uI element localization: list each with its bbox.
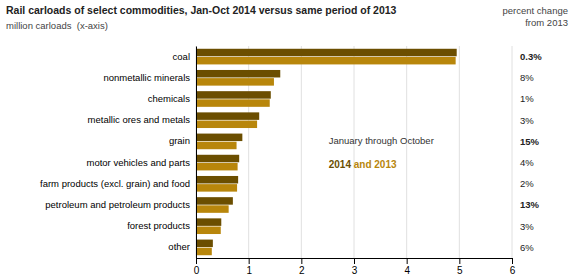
category-label: chemicals bbox=[148, 93, 190, 104]
bar bbox=[196, 155, 239, 163]
percent-change-label: 6% bbox=[520, 242, 534, 253]
category-label: nonmetallic minerals bbox=[103, 72, 190, 83]
y-tick: farm products (excl. grain) and food bbox=[40, 178, 196, 189]
x-tick-label: 2 bbox=[299, 265, 305, 276]
bar bbox=[196, 248, 212, 256]
percent-change-label: 2% bbox=[520, 178, 534, 189]
percent-change-label: 1% bbox=[520, 93, 534, 104]
legend-entry: 2014 bbox=[329, 159, 352, 170]
x-tick: 4 bbox=[404, 258, 410, 276]
category-label: forest products bbox=[127, 220, 190, 231]
y-axis-line bbox=[196, 47, 197, 259]
x-axis: 0 1 2 3 4 5 6 bbox=[194, 258, 516, 276]
grid-line bbox=[301, 46, 302, 258]
x-tick-mark bbox=[354, 258, 355, 264]
bar bbox=[196, 227, 221, 235]
category-label: motor vehicles and parts bbox=[87, 157, 191, 168]
x-tick-mark bbox=[301, 258, 302, 264]
x-tick-mark bbox=[512, 258, 513, 264]
chart: Rail carloads of select commodities, Jan… bbox=[0, 0, 574, 280]
grid-line bbox=[354, 46, 355, 258]
bar bbox=[196, 176, 238, 184]
percent-change-labels: 0.3% 8% 1% 3% 15% 4% 2% 13% 3% 6% bbox=[520, 51, 542, 253]
bar bbox=[196, 218, 221, 226]
percent-change-label: 3% bbox=[520, 221, 534, 232]
x-tick-label: 4 bbox=[404, 265, 410, 276]
bar bbox=[196, 49, 457, 57]
percent-change-header: percent change bbox=[503, 5, 569, 16]
title: Rail carloads of select commodities, Jan… bbox=[6, 4, 397, 16]
percent-change-label: 3% bbox=[520, 115, 534, 126]
bar bbox=[196, 57, 456, 65]
percent-change-label: 15% bbox=[520, 136, 540, 147]
percent-change-label: 4% bbox=[520, 157, 534, 168]
bar bbox=[196, 184, 237, 192]
category-label: petroleum and petroleum products bbox=[45, 199, 190, 210]
y-tick: nonmetallic minerals bbox=[103, 72, 196, 83]
annotation-legend: 2014 and 2013 bbox=[329, 159, 397, 170]
x-tick-mark bbox=[196, 258, 197, 264]
grid-line bbox=[406, 46, 407, 258]
bar bbox=[196, 121, 257, 129]
percent-change-label: 8% bbox=[520, 72, 534, 83]
bar bbox=[196, 142, 237, 150]
percent-change-label: 0.3% bbox=[520, 51, 542, 62]
category-label: grain bbox=[169, 135, 190, 146]
x-tick-mark bbox=[249, 258, 250, 264]
bar bbox=[196, 70, 280, 78]
x-tick: 3 bbox=[352, 258, 358, 276]
bar bbox=[196, 112, 259, 120]
x-tick: 0 bbox=[194, 258, 200, 276]
bar bbox=[196, 91, 271, 99]
category-label: farm products (excl. grain) and food bbox=[40, 178, 190, 189]
grid-line bbox=[196, 46, 197, 258]
x-tick-label: 1 bbox=[246, 265, 252, 276]
bar bbox=[196, 197, 233, 205]
x-tick: 6 bbox=[510, 258, 516, 276]
subtitle: million carloads (x-axis) bbox=[6, 20, 108, 31]
y-tick: coal bbox=[173, 51, 196, 62]
x-tick-label: 5 bbox=[457, 265, 463, 276]
x-tick: 2 bbox=[299, 258, 305, 276]
x-tick: 5 bbox=[457, 258, 463, 276]
y-tick: other bbox=[168, 241, 196, 252]
bar bbox=[196, 99, 270, 107]
percent-change-label: 13% bbox=[520, 199, 540, 210]
bar bbox=[196, 240, 213, 248]
grid-line bbox=[512, 46, 513, 258]
y-tick: chemicals bbox=[148, 93, 196, 104]
annotation: January through October bbox=[329, 135, 434, 146]
x-tick-mark bbox=[407, 258, 408, 264]
y-tick: petroleum and petroleum products bbox=[45, 199, 196, 210]
y-axis: coal nonmetallic minerals chemicals metalli… bbox=[40, 47, 196, 259]
bars bbox=[196, 49, 457, 255]
x-tick-label: 3 bbox=[352, 265, 358, 276]
x-axis-line bbox=[197, 259, 513, 265]
percent-change-header: from 2013 bbox=[525, 17, 568, 28]
category-label: metallic ores and metals bbox=[88, 114, 191, 125]
bar bbox=[196, 134, 242, 142]
y-tick: grain bbox=[169, 135, 196, 146]
grid-line bbox=[248, 46, 249, 258]
y-tick: motor vehicles and parts bbox=[87, 157, 197, 168]
grid bbox=[196, 46, 512, 258]
grid-line bbox=[459, 46, 460, 258]
bar bbox=[196, 78, 274, 86]
x-tick-label: 6 bbox=[510, 265, 516, 276]
bar bbox=[196, 163, 238, 171]
annotation-joiner: and bbox=[351, 159, 374, 170]
x-tick-label: 0 bbox=[194, 265, 200, 276]
legend-entry: 2013 bbox=[374, 159, 397, 170]
y-tick: forest products bbox=[127, 220, 196, 231]
x-tick: 1 bbox=[246, 258, 252, 276]
category-label: other bbox=[168, 241, 190, 252]
y-tick: metallic ores and metals bbox=[88, 114, 196, 125]
category-label: coal bbox=[173, 51, 190, 62]
x-tick-mark bbox=[459, 258, 460, 264]
bar bbox=[196, 205, 229, 213]
